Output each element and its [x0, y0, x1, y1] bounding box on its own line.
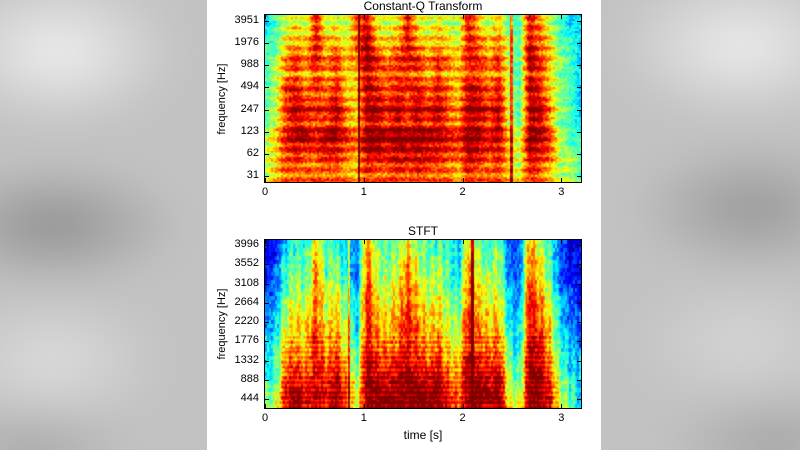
y-tick-label: 3951 — [234, 14, 259, 26]
y-tick-label: 2220 — [234, 315, 259, 327]
y-tick-label: 3108 — [234, 276, 259, 289]
stft-xlabel: time [s] — [403, 428, 443, 442]
y-tick-label: 2664 — [234, 295, 259, 308]
x-tick-label: 2 — [459, 186, 466, 198]
y-tick-label: 1976 — [234, 36, 259, 49]
x-tick-label: 3 — [558, 412, 565, 424]
y-tick-label: 1332 — [234, 353, 259, 366]
cqt-title: Constant-Q Transform — [363, 0, 483, 13]
y-tick-label: 3552 — [234, 257, 259, 270]
y-tick-label: 494 — [240, 80, 259, 93]
y-tick-label: 62 — [246, 146, 259, 159]
y-tick-label: 444 — [240, 392, 259, 404]
y-tick-label: 888 — [240, 372, 259, 385]
stft-spectrogram — [265, 240, 581, 408]
x-tick-label: 3 — [558, 186, 565, 198]
stft-title: STFT — [408, 224, 438, 238]
y-tick-label: 988 — [240, 58, 259, 71]
y-tick-label: 1776 — [234, 334, 259, 347]
cqt-spectrogram — [265, 15, 581, 182]
x-tick-label: 1 — [360, 186, 367, 198]
x-tick-label: 2 — [459, 412, 466, 424]
y-tick-label: 31 — [246, 169, 259, 181]
y-tick-label: 3996 — [234, 238, 259, 250]
y-tick-label: 247 — [240, 102, 259, 115]
x-tick-label: 0 — [261, 412, 269, 424]
y-tick-label: 123 — [240, 124, 259, 137]
x-tick-label: 0 — [261, 186, 269, 198]
cqt-ylabel: frequency [Hz] — [216, 63, 228, 134]
figure-panel: Constant-Q Transform frequency [Hz] 3951… — [207, 0, 601, 450]
x-tick-label: 1 — [360, 412, 367, 424]
stft-ylabel: frequency [Hz] — [216, 288, 228, 360]
